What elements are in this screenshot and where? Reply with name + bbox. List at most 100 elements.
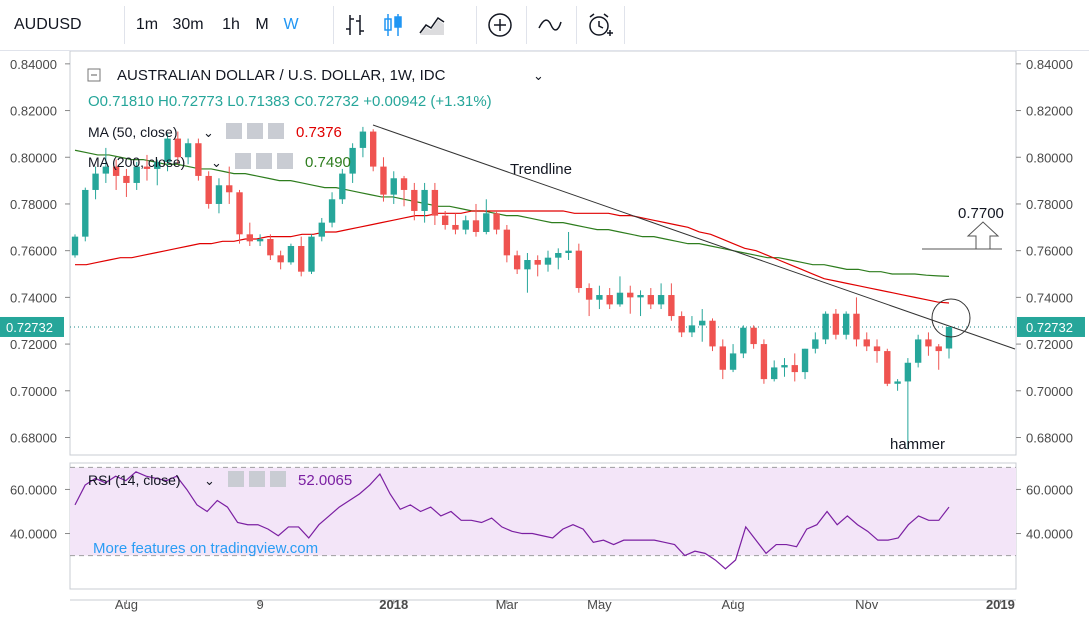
candle <box>647 288 654 310</box>
candle <box>215 178 223 214</box>
candle-body <box>801 348 809 373</box>
trendline[interactable] <box>372 124 1016 350</box>
candle-body <box>102 166 110 174</box>
interval-30m-button[interactable]: 30m <box>172 16 204 33</box>
candle <box>853 297 860 347</box>
eye-icon[interactable] <box>226 123 242 139</box>
candle-body <box>760 344 768 380</box>
candle-body <box>534 260 541 265</box>
candle <box>596 285 603 310</box>
price-tick-label-left: 0.68000 <box>10 430 57 445</box>
candle-body <box>226 185 233 193</box>
candle <box>760 339 768 384</box>
time-tick-label: Mar <box>496 597 519 612</box>
time-axis[interactable]: Aug 9 2018 Mar May Aug Nov 2019 <box>115 597 1015 612</box>
candle <box>287 243 295 265</box>
chevron-down-icon[interactable]: ⌄ <box>204 473 215 488</box>
chevron-down-icon[interactable]: ⌄ <box>533 68 544 83</box>
candle <box>400 175 408 207</box>
last-price-label-right: 0.72732 <box>1026 320 1073 335</box>
candle-body <box>164 138 171 162</box>
rsi-controls[interactable] <box>228 471 286 487</box>
candle <box>719 339 726 380</box>
candle-body <box>822 313 829 340</box>
candle-body <box>873 346 881 352</box>
candle <box>184 138 192 165</box>
target-annotation[interactable]: 0.7700 <box>958 205 1004 222</box>
price-tick-label-right: 0.74000 <box>1026 290 1073 305</box>
candle <box>390 171 397 204</box>
interval-1w-button[interactable]: W <box>283 16 299 33</box>
rsi-value: 52.0065 <box>298 472 352 489</box>
candle <box>904 358 912 450</box>
symbol-search-button[interactable]: AUDUSD <box>14 16 82 33</box>
candle-body <box>143 166 151 169</box>
chevron-down-icon[interactable]: ⌄ <box>211 155 222 170</box>
gear-icon[interactable] <box>256 153 272 169</box>
moving-averages <box>74 149 950 304</box>
chart-legend: AUSTRALIAN DOLLAR / U.S. DOLLAR, 1W, IDC… <box>87 67 544 489</box>
eye-icon[interactable] <box>235 153 251 169</box>
candle-body <box>370 131 377 167</box>
candle <box>678 311 685 338</box>
candle-chart-icon[interactable] <box>377 9 409 41</box>
collapse-legend-icon[interactable] <box>87 68 101 82</box>
candle-body <box>287 245 295 263</box>
trendline-drawing[interactable] <box>372 124 1016 350</box>
candle-body <box>668 295 675 317</box>
time-tick-label: 2019 <box>986 597 1015 612</box>
ma200-controls[interactable] <box>235 153 293 169</box>
interval-1m-button[interactable]: 1m <box>135 16 159 33</box>
gear-icon[interactable] <box>249 471 265 487</box>
candle <box>174 131 182 165</box>
up-arrow-icon[interactable] <box>966 221 1000 250</box>
candle <box>431 182 439 225</box>
candle-body <box>82 189 89 237</box>
candle-body <box>184 143 192 158</box>
price-pane-frame <box>69 51 1017 456</box>
price-tick-label-right: 0.78000 <box>1026 197 1073 212</box>
alert-icon[interactable] <box>584 9 616 41</box>
time-tick-label: Nov <box>855 597 879 612</box>
close-icon[interactable] <box>277 153 293 169</box>
compare-icon[interactable] <box>534 9 566 41</box>
candle <box>92 166 99 200</box>
candle-body <box>884 351 891 384</box>
interval-1h-button[interactable]: 1h <box>222 16 240 33</box>
close-icon[interactable] <box>270 471 286 487</box>
last-price-label-left: 0.72732 <box>6 320 53 335</box>
rsi-line <box>74 471 950 570</box>
add-indicator-icon[interactable] <box>484 9 516 41</box>
price-tick-label-right: 0.76000 <box>1026 244 1073 259</box>
toolbar-divider <box>624 6 625 44</box>
area-chart-icon[interactable] <box>416 9 448 41</box>
eye-icon[interactable] <box>228 471 244 487</box>
highlight-circle[interactable] <box>931 298 971 338</box>
hammer-annotation[interactable]: hammer <box>890 436 945 453</box>
candle-body <box>71 236 79 256</box>
close-icon[interactable] <box>268 123 284 139</box>
ma50-line <box>75 210 950 304</box>
bar-chart-icon[interactable] <box>339 9 371 41</box>
candle-body <box>380 166 387 195</box>
gear-icon[interactable] <box>247 123 263 139</box>
price-tick-label-right: 0.80000 <box>1026 150 1073 165</box>
candle-body <box>390 178 397 195</box>
candle <box>513 250 521 275</box>
candle-body <box>945 326 953 349</box>
candle <box>740 325 747 359</box>
ma50-controls[interactable] <box>226 123 284 139</box>
candle-body <box>606 295 613 305</box>
candle-body <box>246 234 253 242</box>
candle <box>873 339 881 363</box>
chevron-down-icon[interactable]: ⌄ <box>203 125 214 140</box>
candle-body <box>657 295 665 305</box>
candle-body <box>462 220 469 230</box>
tradingview-watermark[interactable]: More features on tradingview.com <box>93 540 318 557</box>
trendline-annotation[interactable]: Trendline <box>510 161 572 178</box>
ma50-label: MA (50, close) <box>88 124 177 140</box>
price-axis[interactable]: 0.84000 0.84000 0.82000 0.82000 0.80000 0.800… <box>0 57 1085 446</box>
price-tick-label-right: 0.68000 <box>1026 430 1073 445</box>
interval-1mo-button[interactable]: M <box>255 16 269 33</box>
